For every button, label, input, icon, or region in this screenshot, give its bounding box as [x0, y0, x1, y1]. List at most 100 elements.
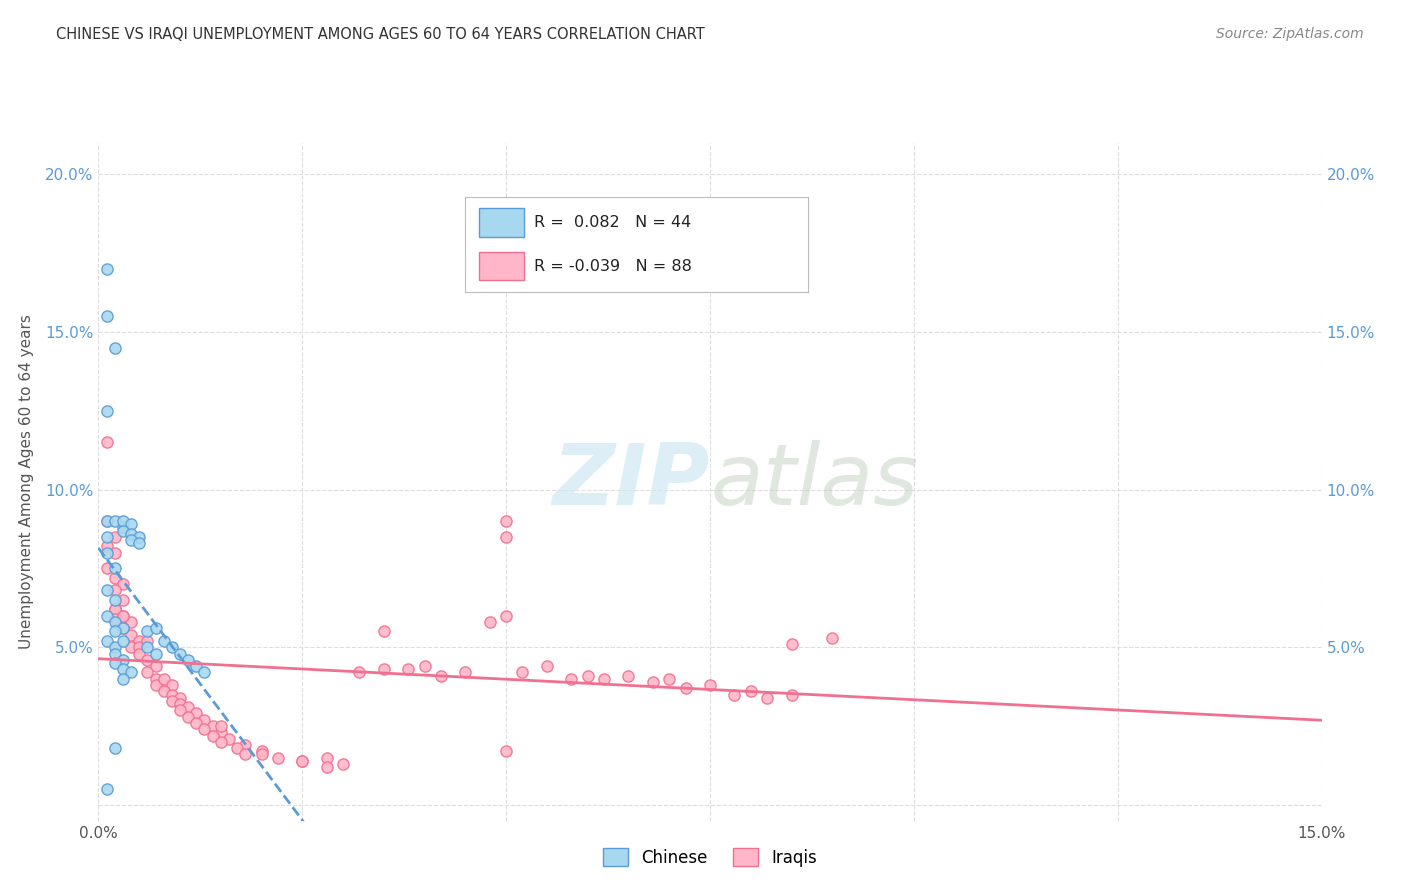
Point: [332, 756, 354, 771]
Point: [128, 634, 150, 648]
Point: [96, 608, 118, 623]
Point: [104, 593, 127, 607]
FancyBboxPatch shape: [479, 252, 523, 280]
Point: [186, 715, 208, 730]
Point: [495, 514, 517, 528]
Point: [145, 672, 167, 686]
Point: [658, 672, 681, 686]
Point: [152, 634, 174, 648]
Point: [111, 524, 134, 538]
Point: [136, 624, 159, 639]
Text: R =  0.082   N = 44: R = 0.082 N = 44: [534, 215, 692, 230]
Point: [177, 709, 200, 723]
Point: [349, 665, 371, 680]
Point: [120, 533, 142, 547]
Point: [120, 665, 142, 680]
Point: [111, 662, 134, 676]
Point: [111, 514, 134, 528]
Point: [104, 647, 127, 661]
Point: [373, 662, 395, 676]
Point: [250, 744, 273, 758]
Point: [104, 602, 127, 616]
Point: [96, 539, 118, 553]
Point: [495, 530, 517, 544]
Point: [413, 659, 436, 673]
Point: [111, 672, 134, 686]
Point: [160, 678, 183, 692]
Point: [96, 634, 118, 648]
Point: [593, 672, 616, 686]
Point: [145, 621, 167, 635]
Point: [576, 668, 599, 682]
Point: [250, 747, 273, 762]
Point: [193, 722, 215, 736]
Point: [152, 672, 174, 686]
Point: [169, 690, 191, 705]
Point: [104, 741, 127, 756]
Point: [699, 678, 721, 692]
Point: [780, 688, 803, 702]
Point: [128, 640, 150, 655]
Point: [641, 674, 664, 689]
Point: [96, 261, 118, 276]
Point: [120, 615, 142, 629]
Point: [186, 706, 208, 721]
Point: [104, 640, 127, 655]
Point: [104, 571, 127, 585]
Point: [209, 725, 232, 739]
Point: [104, 514, 127, 528]
Point: [128, 530, 150, 544]
Point: [104, 602, 127, 616]
Point: [218, 731, 240, 746]
Point: [315, 760, 337, 774]
Point: [267, 750, 290, 764]
Point: [120, 627, 142, 641]
Point: [396, 662, 419, 676]
Point: [201, 719, 224, 733]
Text: ZIP: ZIP: [553, 440, 710, 524]
Point: [169, 697, 191, 711]
Point: [128, 647, 150, 661]
Point: [780, 637, 803, 651]
Point: [430, 668, 453, 682]
Point: [96, 546, 118, 560]
Y-axis label: Unemployment Among Ages 60 to 64 years: Unemployment Among Ages 60 to 64 years: [20, 314, 34, 649]
Legend: Chinese, Iraqis: Chinese, Iraqis: [596, 842, 824, 873]
Text: atlas: atlas: [710, 440, 918, 524]
Point: [291, 754, 314, 768]
Point: [291, 754, 314, 768]
Point: [136, 634, 159, 648]
Point: [111, 634, 134, 648]
Point: [136, 653, 159, 667]
Point: [120, 640, 142, 655]
Point: [177, 653, 200, 667]
Point: [675, 681, 697, 696]
Point: [104, 561, 127, 575]
Point: [104, 341, 127, 355]
Point: [145, 647, 167, 661]
Point: [740, 684, 762, 698]
Point: [111, 520, 134, 534]
Point: [186, 659, 208, 673]
Point: [96, 583, 118, 598]
Point: [111, 608, 134, 623]
Point: [233, 738, 256, 752]
Point: [96, 309, 118, 323]
Point: [104, 612, 127, 626]
FancyBboxPatch shape: [479, 209, 523, 236]
Point: [495, 608, 517, 623]
Point: [193, 665, 215, 680]
Point: [120, 517, 142, 532]
Point: [160, 694, 183, 708]
Point: [536, 659, 558, 673]
Point: [104, 615, 127, 629]
Point: [160, 640, 183, 655]
Point: [104, 656, 127, 670]
Point: [111, 653, 134, 667]
Point: [104, 583, 127, 598]
Text: R = -0.039   N = 88: R = -0.039 N = 88: [534, 259, 692, 274]
Text: CHINESE VS IRAQI UNEMPLOYMENT AMONG AGES 60 TO 64 YEARS CORRELATION CHART: CHINESE VS IRAQI UNEMPLOYMENT AMONG AGES…: [56, 27, 704, 42]
Point: [136, 640, 159, 655]
Point: [193, 713, 215, 727]
Point: [111, 593, 134, 607]
